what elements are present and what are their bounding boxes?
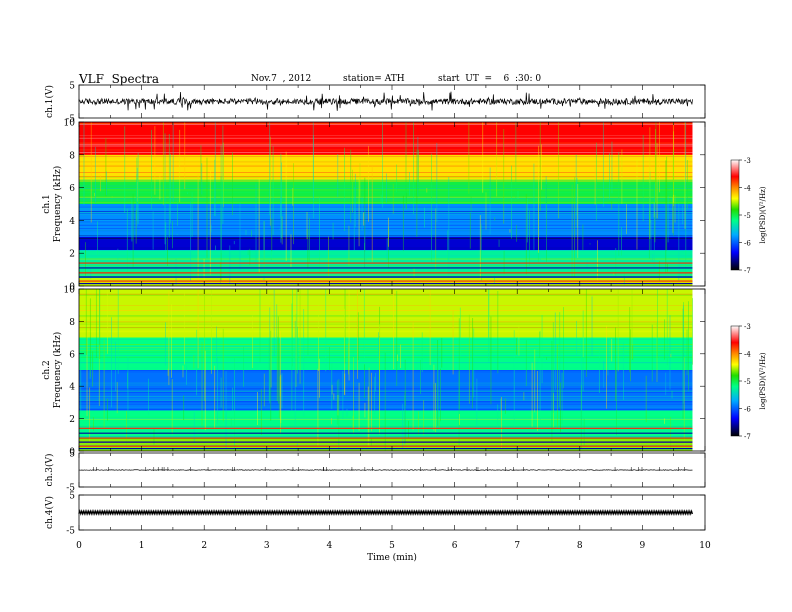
colorbar-ch2-tick-label: -5 [744, 378, 751, 386]
ch1-waveform-trace [78, 91, 693, 111]
ch1-spectrogram-xticks [78, 122, 706, 286]
ch2-spectrogram-ytick-label: 2 [69, 415, 75, 425]
colorbar-ch1-tick-label: -6 [744, 240, 751, 248]
colorbar-ch1-tick-label: -3 [744, 157, 751, 165]
time-tick-label: 9 [640, 541, 646, 551]
time-tick-label: 0 [76, 541, 82, 551]
ch2-spectrogram-bands [79, 289, 693, 451]
ch1-spectrogram-ytick-label: 6 [69, 184, 75, 194]
time-tick-label: 2 [201, 541, 207, 551]
start-time-label: start UT = 6 :30: 0 [438, 74, 542, 84]
ch2-spectrogram-ytick-label: 4 [69, 383, 75, 393]
chart-title: VLF Spectra [79, 72, 160, 86]
ch4-waveform-ytick-label: 5 [69, 492, 75, 502]
ch1-waveform-panel: 5 -5 ch.1(V) [44, 82, 706, 125]
ch1-waveform-ylabel: ch.1(V) [44, 85, 55, 118]
ch1-spectrogram-ylabel: Frequency (kHz) [52, 166, 63, 243]
ch2-spectrogram-low-lines [79, 427, 693, 450]
ch4-waveform-ylabel: ch.4(V) [44, 496, 55, 529]
time-tick-label: 10 [699, 541, 711, 551]
ch1-spectrogram-channel-label: ch.1 [42, 194, 52, 213]
colorbar-ch2-tick-label: -6 [744, 406, 751, 414]
ch3-ticks [93, 467, 685, 471]
time-axis: 0 1 2 3 4 5 6 7 8 9 10 Time (min) [76, 541, 711, 563]
ch1-spectrogram-low-lines [79, 262, 693, 285]
date-label: Nov.7 , 2012 [251, 74, 312, 84]
ch1-spectrogram-ytick-label: 0 [69, 283, 75, 293]
ch2-spectrogram-ylabel: Frequency (kHz) [52, 332, 63, 409]
ch1-waveform-xticks [78, 85, 706, 118]
ch2-spectrogram-hlines [79, 293, 693, 450]
ch1-spectrogram-ytick-label: 10 [64, 119, 76, 129]
time-axis-label: Time (min) [367, 552, 417, 563]
colorbar-ch1-tick-label: -4 [744, 185, 751, 193]
time-tick-label: 3 [264, 541, 270, 551]
ch3-waveform-yticks: 5 -5 [66, 450, 705, 494]
ch1-waveform-ytick-label: -5 [66, 115, 75, 125]
ch3-waveform-trace [78, 469, 693, 471]
station-label: station= ATH [343, 74, 405, 84]
ch4-waveform-panel: 5 -5 ch.4(V) 0 1 2 3 4 5 6 7 8 9 10 Time (min) [44, 492, 711, 564]
colorbar-ch2-tick-label: -7 [744, 433, 751, 441]
ch3-waveform-panel: 5 -5 ch.3(V) [44, 450, 706, 494]
ch2-spectrogram-ytick-label: 10 [64, 286, 76, 296]
colorbar-ch1-label: log(PSD)(V²/Hz) [759, 186, 767, 243]
colorbar-ch2-tick-label: -3 [744, 323, 751, 331]
ch2-spectrogram-ytick-label: 0 [69, 448, 75, 458]
colorbar-ch1-tick-label: -5 [744, 212, 751, 220]
time-tick-label: 8 [577, 541, 583, 551]
time-tick-label: 6 [452, 541, 458, 551]
ch1-spectrogram-yticks: 10 8 6 4 2 0 [64, 119, 705, 293]
time-tick-label: 5 [389, 541, 395, 551]
ch2-spectrogram-xticks [78, 289, 706, 451]
colorbar-ch2-gradient [730, 325, 740, 437]
time-tick-label: 4 [327, 541, 333, 551]
ch1-spectrogram-ytick-label: 4 [69, 217, 75, 227]
time-tick-label: 1 [139, 541, 145, 551]
ch4-waveform-trace [78, 509, 694, 516]
ch3-waveform-xticks [78, 453, 706, 487]
ch2-spectrogram-panel: 10 8 6 4 2 0 ch.2 Frequency (kHz) [42, 286, 706, 458]
ch3-waveform-ylabel: ch.3(V) [44, 454, 55, 487]
ch2-spectrogram-yticks: 10 8 6 4 2 0 [64, 286, 705, 458]
colorbar-ch2-label: log(PSD)(V²/Hz) [759, 352, 767, 409]
ch4-waveform-yticks: 5 -5 [66, 492, 705, 537]
ch1-spectrogram-panel: 10 8 6 4 2 0 ch.1 Frequency (kHz) [42, 119, 706, 293]
ch4-waveform-ytick-label: -5 [66, 527, 75, 537]
ch1-spectrogram-ytick-label: 8 [69, 151, 75, 161]
time-tick-label: 7 [514, 541, 520, 551]
colorbar-ch1-tick-label: -7 [744, 267, 751, 275]
ch1-spectrogram-ytick-label: 2 [69, 250, 75, 260]
ch2-spectrogram-channel-label: ch.2 [42, 360, 52, 379]
ch3-waveform-ytick-label: -5 [66, 484, 75, 494]
colorbar-ch1-gradient [730, 159, 740, 271]
ch1-spectrogram-streaks [83, 122, 688, 285]
ch2-spectrogram-ytick-label: 8 [69, 318, 75, 328]
ch2-spectrogram-ytick-label: 6 [69, 350, 75, 360]
colorbar-ch1: -3 -4 -5 -6 -7 log(PSD)(V²/Hz) [730, 157, 767, 275]
ch1-waveform-ytick-label: 5 [69, 82, 75, 92]
ch1-spectrogram-bands [79, 122, 693, 286]
ch1-waveform-yticks: 5 -5 [66, 82, 705, 125]
ch3-waveform-ytick-label: 5 [69, 450, 75, 460]
colorbar-ch2-tick-label: -4 [744, 351, 751, 359]
colorbar-ch2: -3 -4 -5 -6 -7 log(PSD)(V²/Hz) [730, 323, 767, 441]
ch4-waveform-xticks [78, 495, 706, 530]
ch2-spectrogram-streaks [80, 289, 693, 451]
